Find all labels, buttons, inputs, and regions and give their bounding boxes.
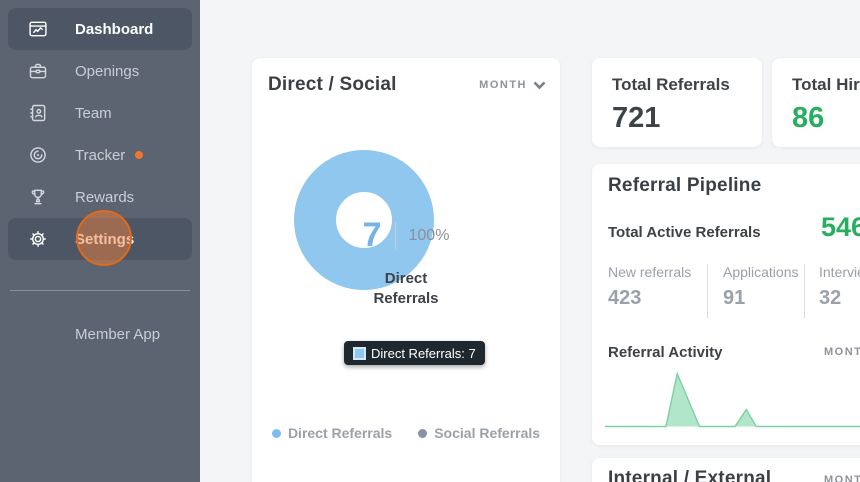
stat-value: 91 [723,287,746,309]
sidebar-item-settings[interactable]: Settings [8,210,192,266]
tracker-notification-dot [135,151,144,159]
stats-divider [707,264,708,318]
area-fill [605,373,860,427]
total-referrals-card: Total Referrals 721 [592,58,762,147]
stat-value: 721 [612,102,661,134]
stat-label: Applications [723,264,799,280]
tooltip-color-swatch [353,346,366,360]
legend-label: Direct Referrals [287,425,393,441]
dashboard-icon [28,19,48,39]
pipeline-stats-row: New referrals 423 Applications 91 Interv… [608,264,860,318]
sidebar-item-label: Tracker [75,146,126,164]
stats-divider [804,264,805,318]
month-dropdown[interactable]: MONTH [824,346,860,358]
donut-center-divider [394,222,396,249]
card-title: Internal / External [608,468,772,482]
legend-label: Social Referrals [434,425,541,441]
legend-item-social-referrals[interactable]: Social Referrals [418,425,540,441]
stat-label: Interviews [819,264,860,280]
month-dropdown-label: MONTH [479,79,527,91]
person-icon [30,324,50,344]
sidebar-item-label: Openings [75,62,140,80]
referral-activity-chart [605,371,860,428]
donut-center: 7 100% Direct Referrals [294,150,518,374]
total-active-referrals-value: 546 [821,212,860,242]
referral-pipeline-card: Referral Pipeline Total Active Referrals… [592,164,860,445]
sidebar-divider [10,290,190,291]
chart-tooltip: Direct Referrals: 7 [344,341,485,365]
legend-dot [418,428,428,438]
sidebar-item-rewards[interactable]: Rewards [8,176,192,218]
legend-item-direct-referrals[interactable]: Direct Referrals [271,425,393,441]
sidebar-item-label: Settings [75,230,135,248]
stat-title: Total Hires [792,75,860,94]
donut-legend: Direct Referrals Social Referrals [252,425,560,441]
sidebar-item-openings[interactable]: Openings [8,50,192,92]
month-dropdown[interactable]: MONTH [824,474,860,482]
briefcase-icon [28,61,48,81]
sidebar-item-label: Member App [75,325,161,343]
gear-icon [28,229,48,249]
direct-social-card: Direct / Social MONTH 7 100% Direct Refe… [252,58,560,482]
donut-value: 7 [362,216,382,254]
total-active-referrals-label: Total Active Referrals [608,224,761,241]
sidebar-item-label: Dashboard [75,20,154,38]
stat-new-referrals: New referrals 423 [608,264,707,318]
sidebar: Dashboard Openings Team Tracker R [0,0,200,482]
sidebar-item-tracker[interactable]: Tracker [8,134,192,176]
donut-percent: 100% [408,226,450,244]
card-title: Direct / Social [268,74,397,95]
sidebar-item-team[interactable]: Team [8,92,192,134]
stat-interviews: Interviews 32 [805,264,860,318]
stat-applications: Applications 91 [708,264,804,318]
stat-title: Total Referrals [612,75,730,94]
card-title: Referral Pipeline [608,175,762,196]
month-dropdown[interactable]: MONTH [479,79,546,91]
sidebar-item-label: Rewards [75,188,135,206]
stat-value: 86 [792,102,825,134]
legend-dot [271,428,281,438]
area-line [605,371,860,428]
sidebar-item-label: Team [75,104,112,122]
referral-activity-label: Referral Activity [608,344,723,361]
trophy-icon [28,187,48,207]
tracker-icon [28,145,48,165]
chevron-down-icon [533,81,546,89]
team-book-icon [28,103,48,123]
stat-value: 423 [608,287,642,309]
sidebar-item-member-app[interactable]: Member App [0,324,200,344]
month-dropdown-label: MONTH [824,474,860,482]
sidebar-nav: Dashboard Openings Team Tracker R [0,0,200,266]
stat-label: New referrals [608,264,692,280]
internal-external-card: Internal / External MONTH [592,458,860,482]
sidebar-item-dashboard[interactable]: Dashboard [8,8,192,50]
tooltip-text: Direct Referrals: 7 [371,345,476,361]
month-dropdown-label: MONTH [824,346,860,358]
stat-value: 32 [819,287,842,309]
total-hires-card: Total Hires 86 [772,58,860,147]
donut-center-label: Direct Referrals [373,270,439,307]
